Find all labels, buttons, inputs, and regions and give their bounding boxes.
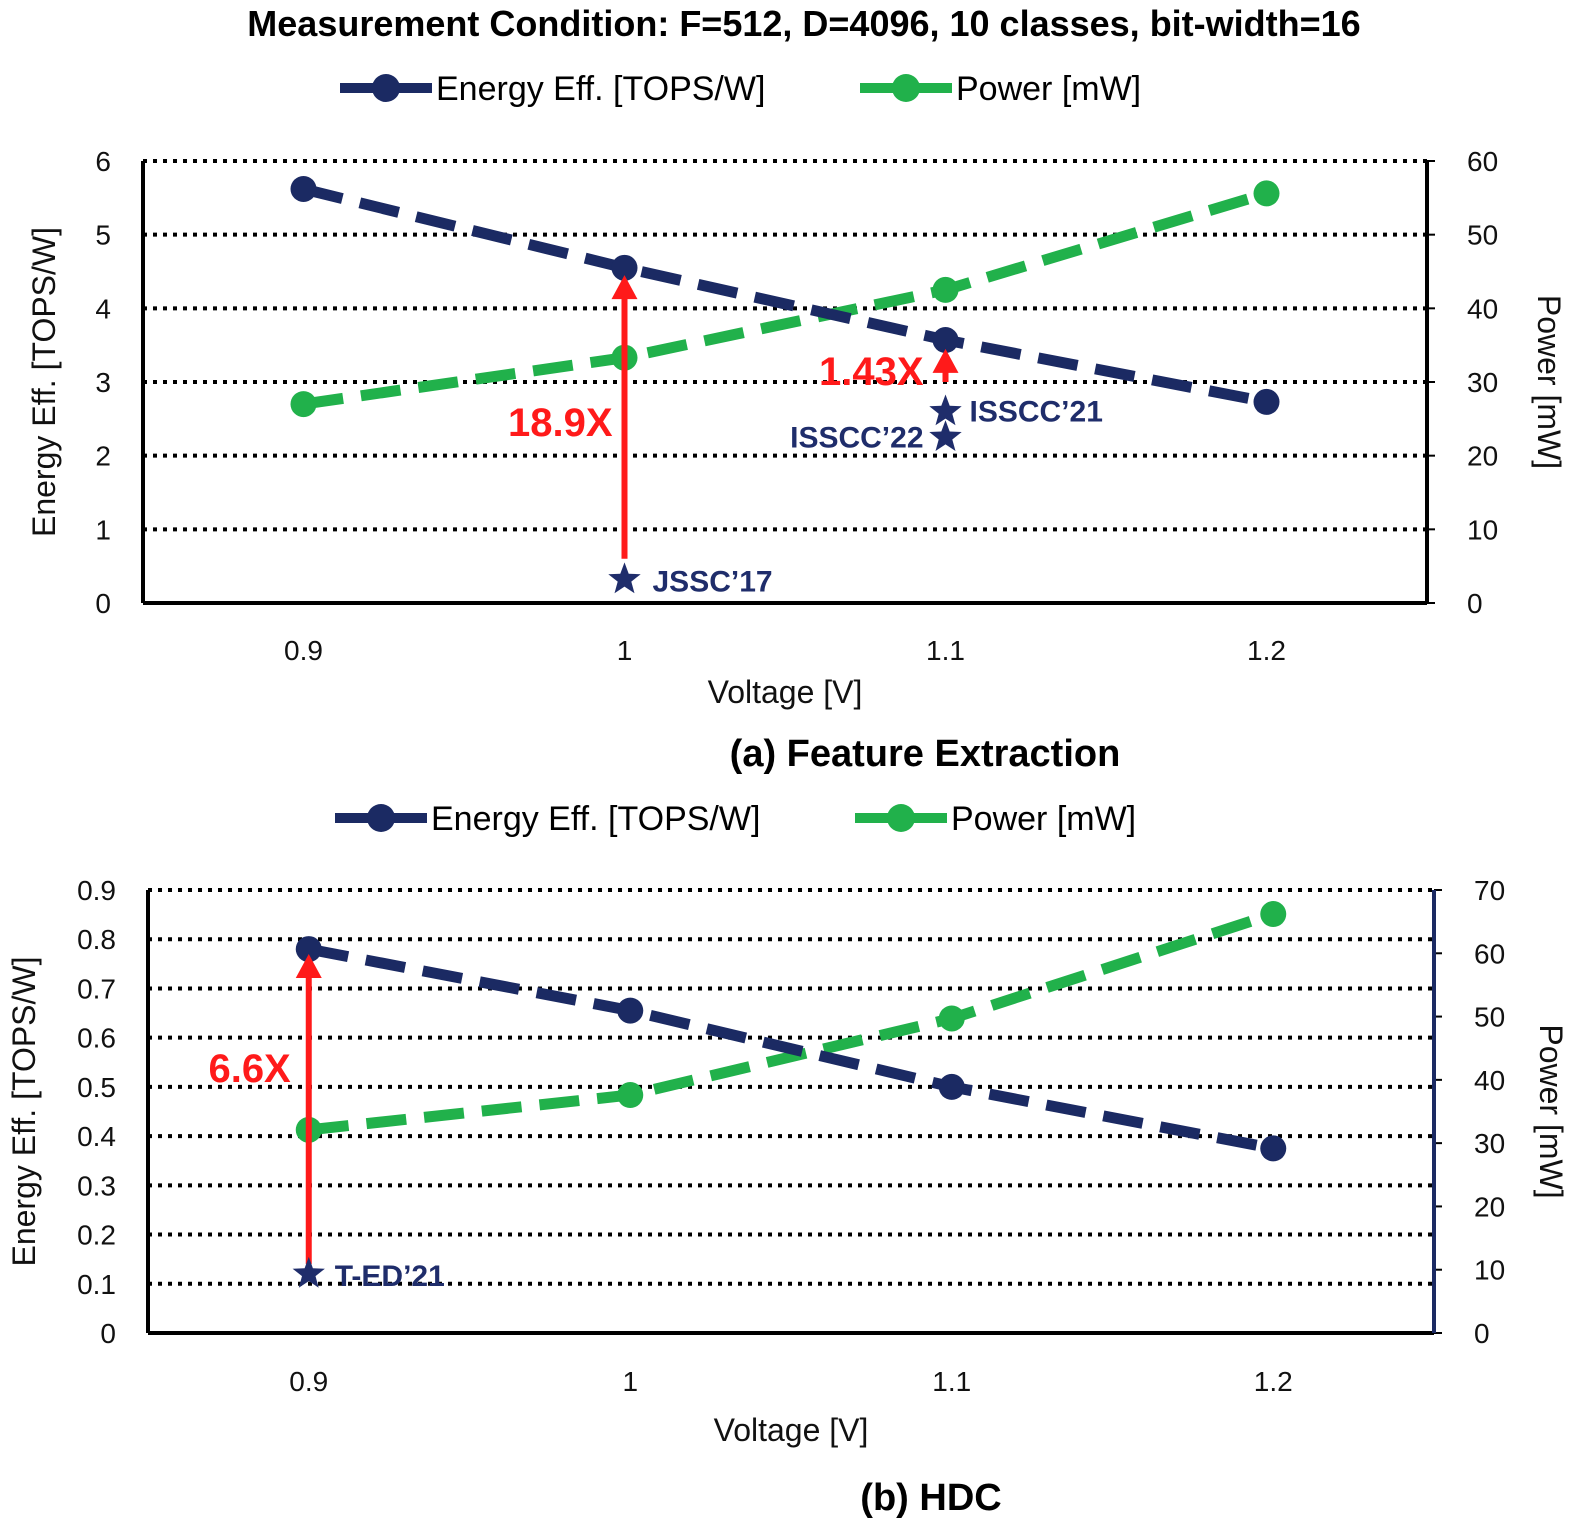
- y2-tick-label: 70: [1474, 875, 1505, 906]
- power-point: [932, 276, 959, 303]
- y-tick-label: 5: [95, 220, 111, 251]
- legend-power-marker: [887, 804, 915, 832]
- power-point: [290, 391, 317, 418]
- y2-tick-label: 40: [1467, 293, 1498, 324]
- legend-energy-label: Energy Eff. [TOPS/W]: [436, 70, 765, 108]
- x-tick-label: 1: [622, 1366, 638, 1397]
- y-tick-label: 0: [100, 1318, 116, 1349]
- x-tick-label: 1.1: [926, 635, 965, 666]
- y-tick-label: 1: [95, 514, 111, 545]
- y2-tick-label: 30: [1467, 367, 1498, 398]
- ratio-arrow-head: [932, 348, 959, 373]
- y2-tick-label: 0: [1474, 1318, 1490, 1349]
- legend: Energy Eff. [TOPS/W] Power [mW]: [335, 800, 1136, 838]
- y-axis-label: Energy Eff. [TOPS/W]: [6, 956, 42, 1266]
- energy-point: [1253, 388, 1280, 415]
- x-tick-label: 1: [617, 635, 633, 666]
- power-point: [938, 1005, 965, 1032]
- chart-hdc: Energy Eff. [TOPS/W] Power [mW] 0 0.1 0.2 0.3…: [6, 800, 1569, 1519]
- chart-feature-extraction: Energy Eff. [TOPS/W] Power [mW]0123456010…: [26, 70, 1567, 775]
- ratio-label: 18.9X: [508, 401, 613, 445]
- reference-label: JSSC’17: [653, 565, 773, 598]
- y-tick-label: 0.2: [77, 1220, 116, 1251]
- energy-point: [295, 936, 322, 963]
- y2-tick-label: 50: [1474, 1002, 1505, 1033]
- legend-power-label: Power [mW]: [956, 70, 1141, 108]
- reference-star: [608, 562, 641, 594]
- energy-point: [611, 254, 638, 281]
- reference-label: T-ED’21: [335, 1260, 445, 1293]
- ratio-label: 1.43X: [819, 350, 924, 394]
- legend-power-marker: [892, 74, 920, 102]
- power-point: [1253, 180, 1280, 207]
- ratio-arrow-head: [611, 275, 638, 300]
- energy-series-line: [307, 943, 1275, 1154]
- y-tick-label: 4: [95, 293, 111, 324]
- energy-point: [290, 175, 317, 202]
- x-axis-label: Voltage [V]: [708, 674, 863, 710]
- power-point: [617, 1082, 644, 1109]
- y2-tick-label: 40: [1474, 1065, 1505, 1096]
- x-tick-label: 1.2: [1247, 635, 1286, 666]
- energy-point: [932, 327, 959, 354]
- x-tick-label: 0.9: [289, 1366, 328, 1397]
- reference-star: [929, 420, 962, 451]
- y-tick-label: 0: [95, 588, 111, 619]
- y-tick-label: 0.5: [77, 1072, 116, 1103]
- power-series-line: [308, 908, 1275, 1136]
- legend-power-label: Power [mW]: [951, 800, 1136, 838]
- reference-label: ISSCC’22: [790, 421, 923, 454]
- y-tick-label: 0.4: [77, 1121, 116, 1152]
- reference-star: [292, 1256, 325, 1288]
- y2-tick-label: 10: [1467, 514, 1498, 545]
- energy-point: [938, 1073, 965, 1100]
- y2-tick-label: 10: [1474, 1255, 1505, 1286]
- y-tick-label: 0.8: [77, 924, 116, 955]
- y-tick-label: 2: [95, 441, 111, 472]
- reference-star: [929, 394, 962, 426]
- y2-tick-label: 60: [1467, 146, 1498, 177]
- y-tick-label: 0.1: [77, 1269, 116, 1300]
- power-series-line: [302, 188, 1269, 410]
- legend: Energy Eff. [TOPS/W] Power [mW]: [340, 70, 1141, 108]
- y-tick-label: 3: [95, 367, 111, 398]
- y-tick-label: 0.6: [77, 1023, 116, 1054]
- y2-tick-label: 20: [1467, 441, 1498, 472]
- figure-title: Measurement Condition: F=512, D=4096, 10…: [247, 3, 1360, 44]
- legend-energy-marker: [372, 74, 400, 102]
- energy-point: [1260, 1135, 1287, 1162]
- y2-tick-label: 30: [1474, 1128, 1505, 1159]
- power-point: [1260, 901, 1287, 928]
- y2-tick-label: 0: [1467, 588, 1483, 619]
- y2-tick-label: 50: [1467, 220, 1498, 251]
- y2-axis-label: Power [mW]: [1531, 295, 1567, 469]
- y2-tick-label: 20: [1474, 1191, 1505, 1222]
- chart-caption: (a) Feature Extraction: [730, 733, 1121, 775]
- x-tick-label: 1.2: [1254, 1366, 1293, 1397]
- y-tick-label: 0.7: [77, 973, 116, 1004]
- y2-tick-label: 60: [1474, 938, 1505, 969]
- ratio-arrow-head: [295, 953, 322, 978]
- y-tick-label: 0.3: [77, 1170, 116, 1201]
- reference-label: ISSCC’21: [970, 395, 1103, 428]
- y2-axis-label: Power [mW]: [1533, 1024, 1569, 1198]
- legend-energy-marker: [367, 804, 395, 832]
- y-tick-label: 6: [95, 146, 111, 177]
- chart-caption: (b) HDC: [860, 1477, 1001, 1519]
- ratio-label: 6.6X: [208, 1047, 291, 1091]
- x-tick-label: 0.9: [284, 635, 323, 666]
- x-tick-label: 1.1: [932, 1366, 971, 1397]
- y-tick-label: 0.9: [77, 875, 116, 906]
- energy-series-line: [302, 183, 1268, 408]
- y-axis-label: Energy Eff. [TOPS/W]: [26, 227, 62, 537]
- legend-energy-label: Energy Eff. [TOPS/W]: [431, 800, 760, 838]
- energy-point: [617, 997, 644, 1024]
- x-axis-label: Voltage [V]: [714, 1412, 869, 1448]
